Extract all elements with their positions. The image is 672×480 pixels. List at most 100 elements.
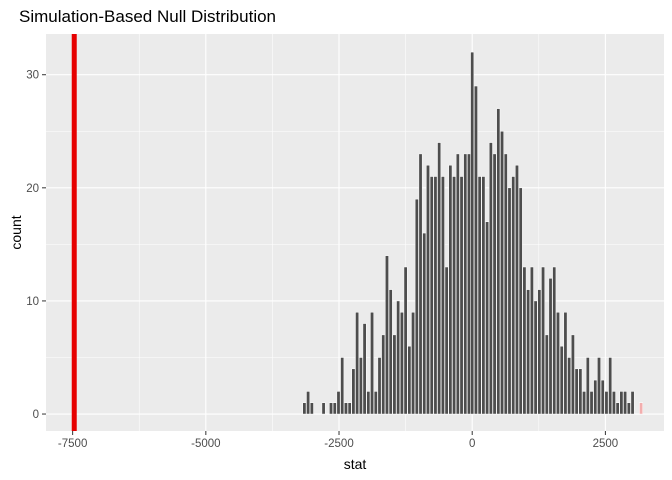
histogram-bar: [336, 391, 341, 415]
histogram-bar: [306, 391, 311, 415]
histogram-bar: [467, 153, 471, 415]
histogram-bar: [574, 368, 579, 415]
histogram-bar: [623, 391, 628, 415]
histogram-bar: [426, 164, 430, 415]
x-axis-title: stat: [344, 456, 367, 472]
histogram-bar: [452, 176, 456, 415]
histogram-bar: [533, 300, 538, 415]
histogram-bar: [559, 345, 564, 415]
histogram-bar: [385, 255, 389, 415]
histogram-bar: [381, 334, 386, 415]
histogram-bar: [488, 142, 493, 415]
histogram-bar: [556, 311, 560, 415]
y-tick-label: 10: [26, 296, 39, 308]
histogram-bar: [589, 391, 594, 415]
histogram-bar: [522, 266, 527, 415]
x-tick-label: 0: [469, 438, 475, 450]
histogram-bar: [444, 266, 449, 415]
histogram-bar: [302, 402, 307, 415]
histogram-bar: [500, 131, 504, 415]
x-tick-label: -5000: [191, 438, 220, 450]
histogram-bar: [344, 402, 348, 415]
shaded-tail-bar: [639, 402, 643, 415]
histogram-bar: [477, 176, 482, 415]
histogram-bar: [437, 142, 442, 415]
histogram-bar: [340, 357, 345, 415]
histogram-bar: [403, 266, 408, 415]
histogram-bar: [358, 357, 363, 415]
y-tick-label: 0: [33, 409, 39, 421]
histogram-bar: [455, 153, 460, 415]
histogram-bar: [552, 266, 557, 415]
histogram-bar: [507, 187, 512, 415]
x-tick-label: 2500: [593, 438, 619, 450]
histogram-bar: [407, 345, 412, 415]
histogram-bar: [411, 311, 415, 415]
histogram-bar: [511, 176, 516, 415]
minor-gridlines: [46, 34, 664, 431]
histogram-bar: [351, 368, 356, 415]
histogram-bar: [608, 357, 613, 415]
histogram-bar: [597, 357, 601, 415]
histogram-bar: [332, 402, 337, 415]
histogram-bar: [503, 153, 508, 415]
histogram-bar: [347, 402, 352, 415]
histogram-bar: [537, 289, 542, 415]
histogram-bar: [377, 357, 382, 415]
histogram-bar: [492, 153, 497, 415]
histogram-bar: [567, 357, 572, 415]
histogram-bar: [362, 323, 367, 415]
histogram-bar: [529, 266, 534, 415]
histogram-bar: [448, 164, 453, 415]
y-tick-label: 30: [26, 70, 39, 82]
histogram-bar: [515, 164, 519, 415]
histogram-bar: [474, 85, 478, 415]
x-tick-label: -7500: [58, 438, 87, 450]
histogram-bar: [481, 176, 486, 415]
histogram-bar: [422, 232, 427, 415]
histogram-bar: [388, 289, 393, 415]
histogram-bar: [496, 108, 501, 415]
histogram-bar: [485, 221, 490, 415]
histogram-bar: [604, 391, 609, 415]
histogram-bar: [355, 311, 360, 415]
histogram-bar: [563, 311, 568, 415]
histogram-bar: [582, 391, 586, 415]
histogram-bar: [544, 334, 549, 415]
histogram-bar: [433, 176, 438, 415]
histogram-bar: [463, 153, 468, 415]
histogram-bar: [459, 176, 464, 415]
x-tick-label: -2500: [324, 438, 353, 450]
histogram-bar: [541, 266, 545, 415]
histogram-bar: [578, 368, 583, 415]
histogram-bar: [441, 176, 445, 415]
histogram-bar: [600, 379, 605, 415]
histogram-bar: [470, 51, 475, 415]
histogram-bar: [518, 187, 523, 415]
histogram-bar: [612, 391, 616, 415]
chart-title: Simulation-Based Null Distribution: [19, 7, 276, 26]
histogram-bar: [526, 289, 531, 415]
histogram-bar: [366, 391, 371, 415]
histogram-bar: [329, 402, 333, 415]
histogram-bars: [302, 51, 643, 415]
histogram-bar: [585, 357, 590, 415]
histogram-bar: [396, 300, 401, 415]
y-tick-label: 20: [26, 183, 39, 195]
histogram-bar: [615, 402, 620, 415]
histogram-bar: [418, 153, 423, 415]
histogram-bar: [630, 391, 635, 415]
histogram-bar: [414, 198, 419, 415]
y-axis-title: count: [8, 215, 24, 249]
histogram-bar: [619, 391, 624, 415]
x-axis: -7500 -5000 -2500 0 2500: [58, 431, 618, 450]
histogram-bar: [373, 391, 378, 415]
histogram-bar: [626, 402, 631, 415]
histogram-bar: [593, 379, 598, 415]
histogram-bar: [399, 311, 404, 415]
histogram-bar: [392, 334, 397, 415]
histogram-bar: [570, 334, 575, 415]
histogram-bar: [429, 176, 434, 415]
histogram-bar: [370, 311, 374, 415]
